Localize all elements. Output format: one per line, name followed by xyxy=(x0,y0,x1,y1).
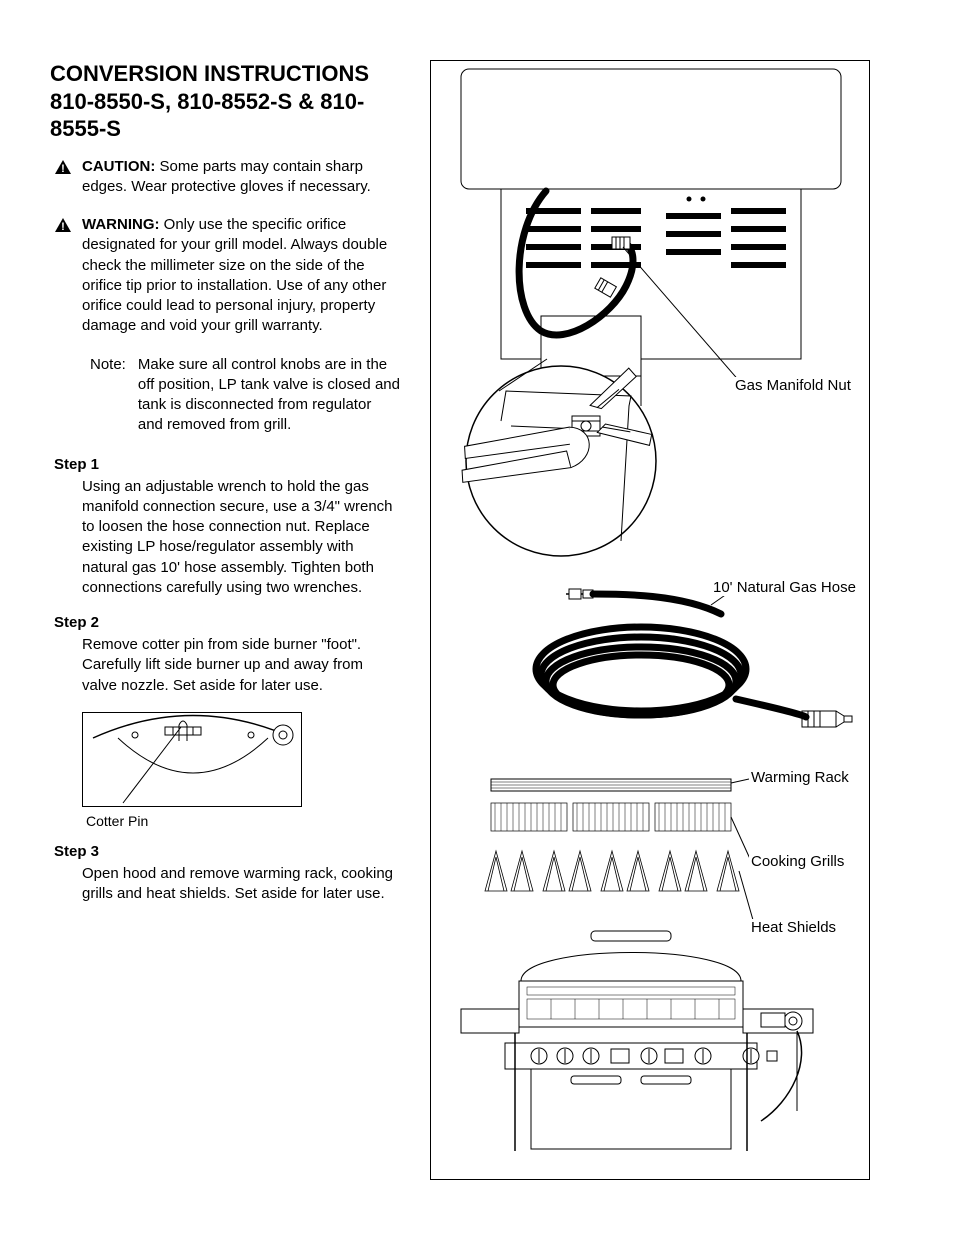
step-2: Step 2 Remove cotter pin from side burne… xyxy=(50,614,400,696)
callout-cooking-grills: Cooking Grills xyxy=(749,853,846,870)
caution-label: CAUTION: xyxy=(82,158,155,175)
svg-text:!: ! xyxy=(61,221,65,233)
warning-label: WARNING: xyxy=(82,216,160,233)
right-column: Gas Manifold Nut 10' Natural Gas Hose Wa… xyxy=(430,60,904,1180)
callout-heat-shields: Heat Shields xyxy=(749,919,838,936)
svg-text:!: ! xyxy=(61,163,65,175)
note-label: Note: xyxy=(90,355,126,436)
cotter-pin-caption: Cotter Pin xyxy=(86,813,400,829)
callout-manifold-nut: Gas Manifold Nut xyxy=(733,377,853,394)
warning-triangle-icon: ! xyxy=(54,159,72,180)
note-body: Make sure all control knobs are in the o… xyxy=(138,355,400,436)
warning-block: ! WARNING: Only use the specific orifice… xyxy=(50,215,400,337)
step-head: Step 3 xyxy=(54,843,400,860)
warning-triangle-icon: ! xyxy=(54,217,72,238)
step-body: Open hood and remove warming rack, cooki… xyxy=(82,864,396,905)
caution-text: CAUTION: Some parts may contain sharp ed… xyxy=(82,157,400,198)
cotter-pin-figure xyxy=(82,712,302,807)
callout-ng-hose: 10' Natural Gas Hose xyxy=(711,579,858,596)
diagram-frame: Gas Manifold Nut 10' Natural Gas Hose Wa… xyxy=(430,60,870,1180)
warning-body: Only use the specific orifice designated… xyxy=(82,216,387,334)
left-column: CONVERSION INSTRUCTIONS810-8550-S, 810-8… xyxy=(50,60,400,1180)
caution-block: ! CAUTION: Some parts may contain sharp … xyxy=(50,157,400,198)
step-1: Step 1 Using an adjustable wrench to hol… xyxy=(50,456,400,599)
step-3: Step 3 Open hood and remove warming rack… xyxy=(50,843,400,905)
note-block: Note: Make sure all control knobs are in… xyxy=(90,355,400,436)
step-body: Remove cotter pin from side burner "foot… xyxy=(82,635,396,696)
warning-text: WARNING: Only use the specific orifice d… xyxy=(82,215,400,337)
callout-warming-rack: Warming Rack xyxy=(749,769,851,786)
step-body: Using an adjustable wrench to hold the g… xyxy=(82,477,396,599)
step-head: Step 1 xyxy=(54,456,400,473)
step-head: Step 2 xyxy=(54,614,400,631)
page-title: CONVERSION INSTRUCTIONS810-8550-S, 810-8… xyxy=(50,60,400,143)
